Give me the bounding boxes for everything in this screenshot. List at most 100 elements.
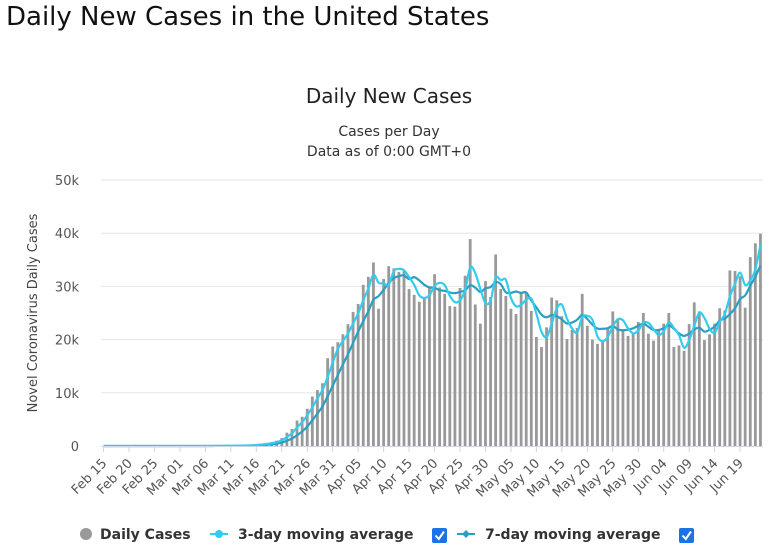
bar[interactable]	[443, 293, 447, 446]
bar[interactable]	[647, 333, 650, 446]
bar[interactable]	[718, 308, 722, 446]
bar[interactable]	[519, 291, 523, 446]
bar[interactable]	[504, 295, 508, 446]
bar[interactable]	[321, 383, 324, 446]
bar[interactable]	[631, 333, 635, 446]
bar[interactable]	[652, 340, 655, 446]
bar[interactable]	[285, 432, 289, 446]
bar[interactable]	[728, 270, 732, 446]
bar[interactable]	[433, 274, 436, 446]
checkbox-7-day-moving-average[interactable]	[679, 528, 694, 543]
bar[interactable]	[682, 350, 686, 446]
bar[interactable]	[657, 330, 661, 446]
checkbox-3-day-box[interactable]	[432, 528, 447, 543]
bar[interactable]	[672, 347, 676, 446]
bar[interactable]	[550, 297, 554, 446]
bar[interactable]	[463, 275, 467, 446]
line-3-day-moving-average[interactable]	[103, 244, 762, 448]
bar[interactable]	[601, 340, 604, 446]
bar[interactable]	[555, 300, 559, 446]
bar[interactable]	[478, 323, 482, 446]
bar[interactable]	[361, 284, 365, 446]
bar[interactable]	[560, 316, 564, 446]
bar[interactable]	[606, 327, 610, 446]
bar[interactable]	[351, 311, 355, 446]
bar[interactable]	[341, 334, 345, 446]
bar[interactable]	[422, 297, 426, 446]
bar[interactable]	[697, 311, 701, 446]
bar[interactable]	[428, 286, 431, 446]
legend-item-daily-cases[interactable]: Daily Cases	[80, 527, 191, 543]
bar[interactable]	[703, 340, 706, 446]
bar[interactable]	[453, 306, 457, 446]
bar[interactable]	[514, 314, 518, 446]
bar[interactable]	[468, 239, 472, 446]
checkmark-icon	[681, 530, 692, 541]
bar[interactable]	[346, 324, 350, 446]
bar[interactable]	[575, 327, 579, 446]
bar[interactable]	[295, 420, 299, 446]
bar[interactable]	[438, 287, 442, 446]
bar[interactable]	[616, 318, 620, 446]
bar[interactable]	[417, 301, 421, 446]
checkbox-7-day-box[interactable]	[679, 528, 694, 543]
y-axis-ticks: 0 10k 20k 30k 40k 50k	[55, 174, 80, 455]
bar[interactable]	[591, 339, 594, 446]
bar[interactable]	[473, 304, 477, 446]
bar[interactable]	[738, 276, 742, 446]
bar[interactable]	[387, 266, 391, 446]
bar[interactable]	[667, 313, 671, 446]
bar[interactable]	[759, 233, 762, 446]
bar[interactable]	[662, 323, 666, 446]
bar[interactable]	[626, 335, 630, 446]
bar[interactable]	[743, 307, 747, 446]
bar[interactable]	[748, 257, 752, 446]
bar[interactable]	[382, 278, 386, 446]
bar[interactable]	[326, 358, 330, 446]
bar[interactable]	[524, 293, 528, 446]
bar[interactable]	[708, 334, 711, 446]
bar[interactable]	[540, 347, 543, 446]
bar[interactable]	[611, 311, 615, 446]
legend-item-7-day-moving-average[interactable]: 7-day moving average	[457, 527, 661, 543]
bar[interactable]	[621, 330, 625, 446]
checkbox-3-day-moving-average[interactable]	[432, 528, 447, 543]
bar[interactable]	[331, 346, 335, 446]
bar[interactable]	[529, 310, 533, 446]
bar[interactable]	[585, 325, 589, 446]
bar[interactable]	[692, 302, 696, 446]
bar[interactable]	[448, 306, 452, 446]
bar[interactable]	[499, 289, 503, 446]
bar[interactable]	[489, 297, 492, 446]
bar[interactable]	[733, 270, 737, 446]
bar[interactable]	[570, 330, 574, 446]
bar[interactable]	[484, 281, 487, 446]
bar[interactable]	[397, 272, 401, 446]
bar[interactable]	[458, 288, 462, 446]
legend-item-3-day-moving-average[interactable]: 3-day moving average	[210, 527, 414, 543]
bar[interactable]	[392, 268, 396, 446]
bar[interactable]	[565, 339, 569, 446]
bar[interactable]	[545, 327, 548, 446]
bar[interactable]	[356, 303, 360, 446]
bar[interactable]	[402, 270, 406, 446]
bar[interactable]	[366, 276, 370, 446]
bar[interactable]	[534, 336, 538, 446]
bar[interactable]	[580, 293, 584, 446]
bar[interactable]	[494, 254, 498, 446]
bar[interactable]	[753, 243, 757, 446]
bar[interactable]	[412, 294, 416, 446]
bar[interactable]	[377, 308, 380, 446]
bar[interactable]	[372, 262, 375, 446]
bar[interactable]	[687, 324, 691, 446]
bar[interactable]	[407, 289, 411, 446]
bar[interactable]	[316, 390, 319, 446]
bar[interactable]	[641, 313, 645, 446]
bar[interactable]	[713, 323, 717, 446]
bar[interactable]	[677, 345, 681, 446]
bar[interactable]	[723, 310, 727, 446]
bar[interactable]	[636, 322, 640, 446]
bar[interactable]	[509, 308, 513, 446]
bar[interactable]	[596, 343, 599, 446]
bar[interactable]	[336, 342, 340, 446]
